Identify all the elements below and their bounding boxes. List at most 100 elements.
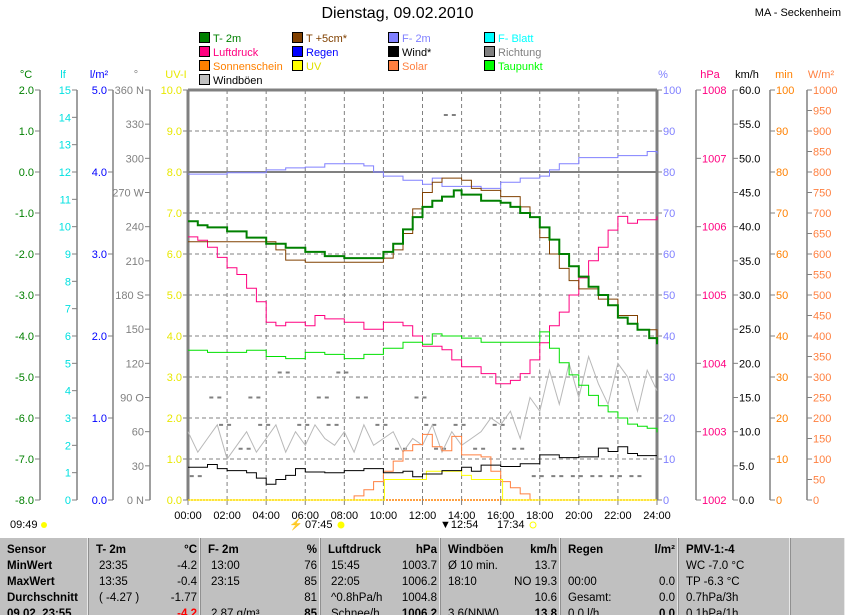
axis-tick-label: 15.0 bbox=[739, 393, 760, 405]
legend-item: F- Blatt bbox=[484, 32, 533, 45]
axis-tick-label: 1 bbox=[65, 468, 71, 480]
axis-tick-label: 25.0 bbox=[739, 324, 760, 336]
axis-tick-label: 5.0 bbox=[739, 461, 754, 473]
table-cell: MaxWert bbox=[7, 576, 55, 588]
sunset-time: 17:34 bbox=[497, 519, 525, 531]
table-cell: 0.0 bbox=[659, 592, 675, 604]
x-tick-label: 06:00 bbox=[291, 510, 319, 522]
axis-tick-label: 3.0 bbox=[92, 249, 107, 261]
chart-title: Dienstag, 09.02.2010 bbox=[321, 5, 474, 22]
axis-tick-label: 70 bbox=[776, 208, 788, 220]
legend-item: Sonnenschein bbox=[199, 60, 283, 73]
series-line-uv bbox=[188, 470, 657, 501]
legend-item: Windböen bbox=[199, 74, 263, 87]
axis-tick-label: -6.0 bbox=[15, 413, 34, 425]
axis-tick-label: 850 bbox=[813, 147, 831, 159]
table-cell: Luftdruck bbox=[328, 544, 382, 556]
axis-tick-label: 60 bbox=[776, 249, 788, 261]
table-cell: Durchschnitt bbox=[7, 592, 78, 604]
table-cell: T- 2m bbox=[96, 544, 127, 556]
x-tick-label: 08:00 bbox=[331, 510, 359, 522]
axis-tick-label: 750 bbox=[813, 188, 831, 200]
legend-swatch bbox=[484, 46, 495, 57]
sunset-icon bbox=[529, 521, 537, 529]
axis-tick-label: 10.0 bbox=[739, 427, 760, 439]
table-cell: Sensor bbox=[7, 544, 46, 556]
table-cell: 13.7 bbox=[534, 560, 557, 572]
axis-tick-label: -5.0 bbox=[15, 372, 34, 384]
axis-tick-label: 0 bbox=[813, 495, 819, 507]
table-cell: 0.0 bbox=[659, 608, 675, 615]
table-cell: 13:00 bbox=[211, 560, 240, 572]
table-cell: hPa bbox=[415, 544, 437, 556]
axis-tick-label: 120 bbox=[126, 358, 144, 370]
axis-tick-label: 150 bbox=[813, 434, 831, 446]
x-tick-label: 22:00 bbox=[604, 510, 632, 522]
table-column bbox=[679, 538, 790, 615]
axis-tick-label: 330 bbox=[126, 119, 144, 131]
axis-tick-label: 250 bbox=[813, 393, 831, 405]
axis-tick-label: 20.0 bbox=[739, 358, 760, 370]
axis-tick-label: -3.0 bbox=[15, 290, 34, 302]
x-tick-label: 20:00 bbox=[565, 510, 593, 522]
axis-tick-label: 5.0 bbox=[167, 290, 182, 302]
axis-tick-label: 50 bbox=[663, 290, 675, 302]
axis-tick-label: 8.0 bbox=[167, 167, 182, 179]
series-line-t-2m bbox=[188, 189, 658, 345]
axis-tick-label: 3.0 bbox=[167, 372, 182, 384]
x-tick-label: 16:00 bbox=[487, 510, 515, 522]
table-cell: l/m² bbox=[654, 544, 675, 556]
axis-tick-label: 9 bbox=[65, 249, 71, 261]
axis-unit-label: l/m² bbox=[90, 69, 109, 81]
table-cell: WC -7.0 °C bbox=[686, 560, 745, 572]
table-cell: 1004.8 bbox=[401, 592, 437, 604]
axis-tick-label: 950 bbox=[813, 106, 831, 118]
table-cell: 10.6 bbox=[534, 592, 557, 604]
table-cell: Regen bbox=[568, 544, 604, 556]
axis-tick-label: 10 bbox=[776, 454, 788, 466]
axis-tick-label: 100 bbox=[663, 85, 681, 97]
legend-item: UV bbox=[292, 60, 321, 73]
table-cell: % bbox=[306, 544, 317, 556]
legend-label: Solar bbox=[402, 61, 428, 73]
series-line-taupunkt bbox=[188, 331, 658, 433]
axis-tick-label: 0 bbox=[776, 495, 782, 507]
table-cell: 13:35 bbox=[99, 576, 128, 588]
table-cell: 23:35 bbox=[99, 560, 128, 572]
legend-swatch bbox=[292, 46, 303, 57]
station-name: MA - Seckenheim bbox=[754, 7, 841, 19]
axis-tick-label: 100 bbox=[813, 454, 831, 466]
legend-swatch bbox=[388, 46, 399, 57]
table-cell: NO 19.3 bbox=[514, 576, 557, 588]
legend-item: T- 2m bbox=[199, 32, 241, 45]
table-cell: ^0.8hPa/h bbox=[331, 592, 383, 604]
series-line-wind- bbox=[188, 446, 657, 485]
axis-tick-label: -4.0 bbox=[15, 331, 34, 343]
x-tick-label: 00:00 bbox=[174, 510, 202, 522]
axis-tick-label: 500 bbox=[813, 290, 831, 302]
table-cell: MinWert bbox=[7, 560, 53, 572]
legend-item: Luftdruck bbox=[199, 46, 258, 59]
axis-tick-label: 7 bbox=[65, 304, 71, 316]
axis-tick-label: 40.0 bbox=[739, 222, 760, 234]
legend-item: Richtung bbox=[484, 46, 541, 59]
legend-label: T- 2m bbox=[213, 33, 242, 45]
table-cell: 1006.2 bbox=[401, 576, 437, 588]
legend-label: T +5cm* bbox=[306, 33, 348, 45]
legend-swatch bbox=[484, 60, 495, 71]
legend-label: Windböen bbox=[213, 75, 263, 87]
axis-tick-label: 40 bbox=[776, 331, 788, 343]
axis-tick-label: -2.0 bbox=[15, 249, 34, 261]
axis-tick-label: 350 bbox=[813, 352, 831, 364]
axis-tick-label: 0 N bbox=[127, 495, 144, 507]
axis-tick-label: 240 bbox=[126, 222, 144, 234]
table-cell: Gesamt: bbox=[568, 592, 612, 604]
legend-item: Taupunkt bbox=[484, 60, 543, 73]
axis-tick-label: 60 bbox=[132, 427, 144, 439]
axis-tick-label: 14 bbox=[59, 112, 71, 124]
axis-tick-label: 2 bbox=[65, 440, 71, 452]
stats-table: Sensor T- 2m °C F- 2m% Luftdruck hPa Windböen k… bbox=[0, 538, 845, 615]
axis-tick-label: 0 bbox=[65, 495, 71, 507]
axis-tick-label: 45.0 bbox=[739, 188, 760, 200]
axis-tick-label: 1.0 bbox=[19, 126, 34, 138]
